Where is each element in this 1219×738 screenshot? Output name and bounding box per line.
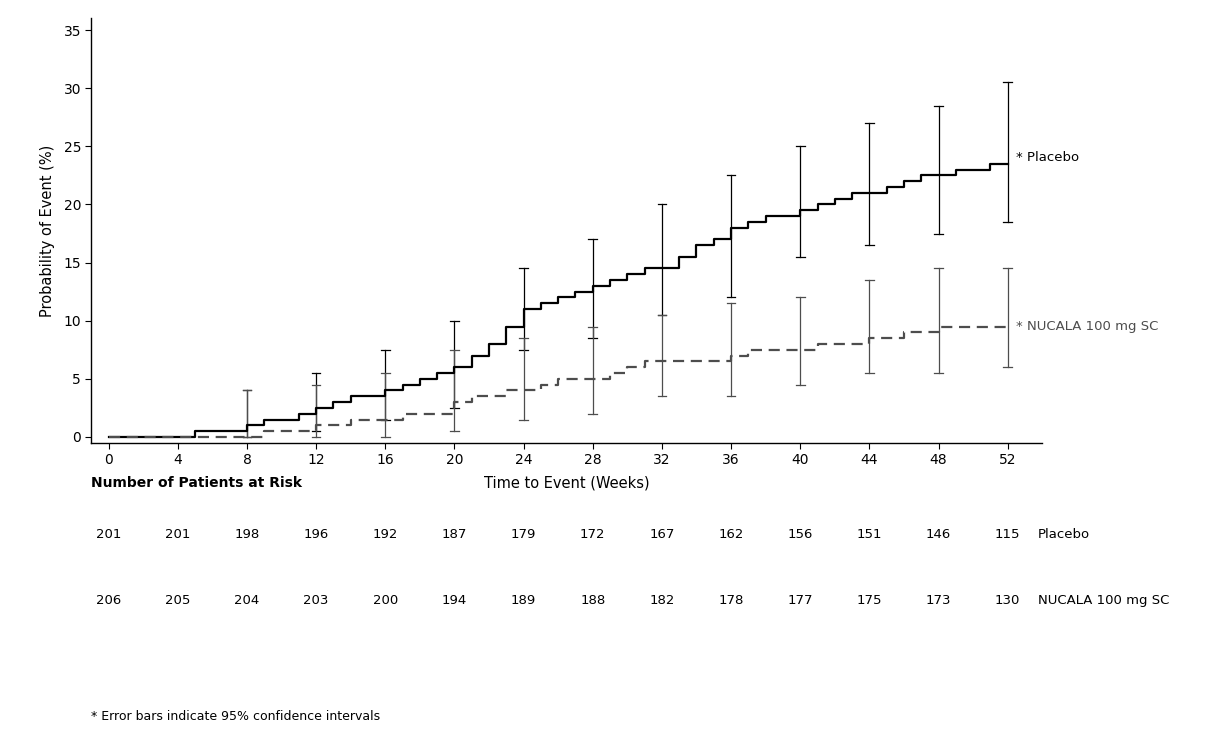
Text: * Error bars indicate 95% confidence intervals: * Error bars indicate 95% confidence int… xyxy=(91,710,380,723)
Text: 201: 201 xyxy=(166,528,190,541)
Text: 187: 187 xyxy=(441,528,467,541)
Text: 204: 204 xyxy=(234,594,260,607)
Text: 206: 206 xyxy=(96,594,122,607)
Text: 178: 178 xyxy=(718,594,744,607)
Text: 162: 162 xyxy=(718,528,744,541)
Text: 115: 115 xyxy=(995,528,1020,541)
Text: 173: 173 xyxy=(925,594,951,607)
Text: 177: 177 xyxy=(787,594,813,607)
Text: 205: 205 xyxy=(166,594,190,607)
Text: Number of Patients at Risk: Number of Patients at Risk xyxy=(91,476,302,490)
Text: 156: 156 xyxy=(787,528,813,541)
Text: 188: 188 xyxy=(580,594,606,607)
Text: Placebo: Placebo xyxy=(1039,528,1090,541)
Text: 179: 179 xyxy=(511,528,536,541)
Text: 200: 200 xyxy=(373,594,397,607)
Text: 175: 175 xyxy=(857,594,883,607)
Text: 203: 203 xyxy=(304,594,329,607)
Text: 151: 151 xyxy=(857,528,883,541)
Text: 196: 196 xyxy=(304,528,329,541)
Text: 167: 167 xyxy=(650,528,674,541)
Text: 146: 146 xyxy=(926,528,951,541)
Text: * NUCALA 100 mg SC: * NUCALA 100 mg SC xyxy=(1017,320,1159,333)
Text: NUCALA 100 mg SC: NUCALA 100 mg SC xyxy=(1039,594,1169,607)
Text: 192: 192 xyxy=(373,528,397,541)
Text: 194: 194 xyxy=(441,594,467,607)
Text: 201: 201 xyxy=(96,528,122,541)
Text: 130: 130 xyxy=(995,594,1020,607)
X-axis label: Time to Event (Weeks): Time to Event (Weeks) xyxy=(484,475,650,491)
Text: 189: 189 xyxy=(511,594,536,607)
Text: 198: 198 xyxy=(234,528,260,541)
Text: 172: 172 xyxy=(580,528,606,541)
Text: * Placebo: * Placebo xyxy=(1017,151,1080,165)
Text: 182: 182 xyxy=(650,594,674,607)
Y-axis label: Probability of Event (%): Probability of Event (%) xyxy=(40,145,55,317)
